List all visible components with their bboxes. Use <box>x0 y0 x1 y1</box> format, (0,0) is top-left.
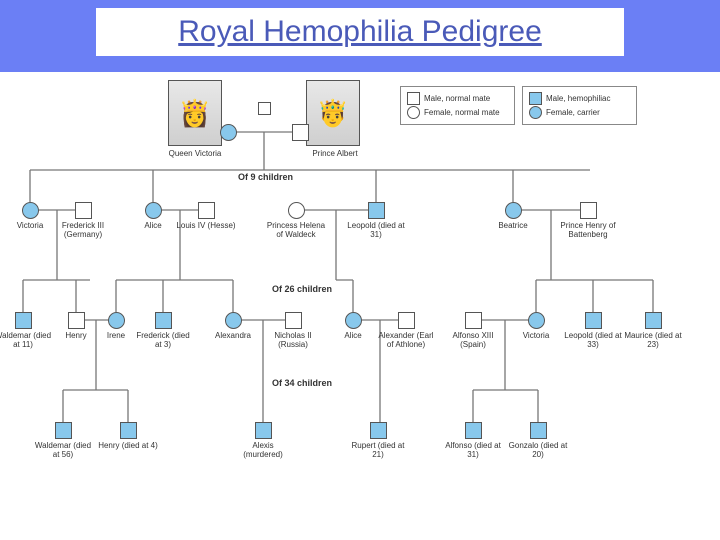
gen2-label: Prince Henry of Battenberg <box>558 222 618 240</box>
gen3-label: Alfonso XIII (Spain) <box>443 332 503 350</box>
gen3-node <box>645 312 662 329</box>
gen3-label: Frederick (died at 3) <box>133 332 193 350</box>
gen3-node <box>285 312 302 329</box>
gen1-count-label: Of 9 children <box>238 172 293 182</box>
gen3-label: Alexandra <box>203 332 263 341</box>
gen2-node <box>145 202 162 219</box>
node-queen-victoria <box>220 124 237 141</box>
gen4-node <box>370 422 387 439</box>
legend-left: Male, normal mate Female, normal mate <box>400 86 515 125</box>
gen4-label: Henry (died at 4) <box>98 442 158 451</box>
gen3-label: Alice <box>323 332 383 341</box>
legend-female-normal-icon <box>407 106 420 119</box>
label-prince-albert: Prince Albert <box>300 150 370 159</box>
gen3-node <box>108 312 125 329</box>
gen3-label: Leopold (died at 33) <box>563 332 623 350</box>
gen2-node <box>580 202 597 219</box>
gen2-label: Victoria <box>0 222 60 231</box>
gen4-node <box>465 422 482 439</box>
gen4-node <box>55 422 72 439</box>
gen3-node <box>398 312 415 329</box>
gen2-node <box>368 202 385 219</box>
legend-female-carrier-icon <box>529 106 542 119</box>
gen2-node <box>288 202 305 219</box>
gen4-label: Gonzalo (died at 20) <box>508 442 568 460</box>
gen3-node <box>225 312 242 329</box>
gen3-node <box>528 312 545 329</box>
gen2-label: Beatrice <box>483 222 543 231</box>
gen2-count-label: Of 26 children <box>272 284 332 294</box>
label-queen-victoria: Queen Victoria <box>158 150 232 159</box>
legend-female-normal-text: Female, normal mate <box>424 108 500 117</box>
gen3-label: Nicholas II (Russia) <box>263 332 323 350</box>
gen4-node <box>255 422 272 439</box>
legend-right: Male, hemophiliac Female, carrier <box>522 86 637 125</box>
connector-lines <box>0 72 720 540</box>
gen4-node <box>120 422 137 439</box>
legend-male-normal-icon <box>407 92 420 105</box>
legend-male-normal-text: Male, normal mate <box>424 94 490 103</box>
gen3-node <box>465 312 482 329</box>
gen3-node <box>15 312 32 329</box>
pedigree-chart: 👸 Queen Victoria 🤴 Prince Albert Male, n… <box>0 72 720 540</box>
gen4-label: Waldemar (died at 56) <box>33 442 93 460</box>
page-title: Royal Hemophilia Pedigree <box>96 8 624 56</box>
portrait-queen-victoria: 👸 <box>168 80 222 146</box>
gen2-label: Princess Helena of Waldeck <box>266 222 326 240</box>
gen3-count-label: Of 34 children <box>272 378 332 388</box>
gen2-node <box>198 202 215 219</box>
gen2-node <box>505 202 522 219</box>
gen4-label: Alexis (murdered) <box>233 442 293 460</box>
gen3-node <box>155 312 172 329</box>
gen2-node <box>22 202 39 219</box>
gen2-label: Louis IV (Hesse) <box>176 222 236 231</box>
gen3-node <box>585 312 602 329</box>
portrait-prince-albert: 🤴 <box>306 80 360 146</box>
gen4-label: Alfonso (died at 31) <box>443 442 503 460</box>
gen2-label: Frederick III (Germany) <box>53 222 113 240</box>
gen3-node <box>345 312 362 329</box>
legend-female-carrier-text: Female, carrier <box>546 108 600 117</box>
header-band: Royal Hemophilia Pedigree <box>0 0 720 72</box>
gen3-label: Maurice (died at 23) <box>623 332 683 350</box>
gen4-label: Rupert (died at 21) <box>348 442 408 460</box>
gen4-node <box>530 422 547 439</box>
gen3-label: Alexander (Earl of Athlone) <box>376 332 436 350</box>
gen3-node <box>68 312 85 329</box>
legend-male-hemo-text: Male, hemophiliac <box>546 94 610 103</box>
gen2-label: Leopold (died at 31) <box>346 222 406 240</box>
gen3-label: Victoria <box>506 332 566 341</box>
node-prince-albert <box>292 124 309 141</box>
gen2-label: Alice <box>123 222 183 231</box>
gen2-node <box>75 202 92 219</box>
legend-male-hemo-icon <box>529 92 542 105</box>
node-decorative-square <box>258 102 271 115</box>
